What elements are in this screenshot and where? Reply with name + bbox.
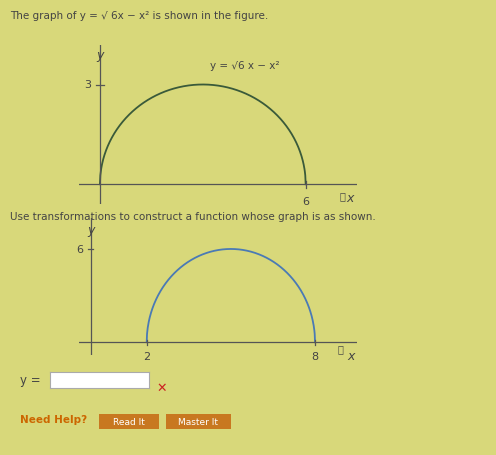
Text: Use transformations to construct a function whose graph is as shown.: Use transformations to construct a funct… — [10, 212, 375, 222]
Text: 2: 2 — [143, 351, 150, 361]
Text: The graph of y = √ 6x − x² is shown in the figure.: The graph of y = √ 6x − x² is shown in t… — [10, 11, 268, 21]
Text: y: y — [87, 223, 94, 236]
Text: y = √6 x − x²: y = √6 x − x² — [210, 61, 279, 71]
Text: ⓘ: ⓘ — [340, 191, 346, 201]
Text: Master It: Master It — [179, 417, 218, 425]
Text: 6: 6 — [302, 197, 309, 207]
Text: x: x — [348, 349, 355, 363]
Text: ✕: ✕ — [156, 381, 167, 394]
Text: Read It: Read It — [113, 417, 145, 425]
Text: 8: 8 — [311, 351, 318, 361]
Text: Need Help?: Need Help? — [20, 414, 87, 424]
Text: y: y — [96, 49, 104, 62]
Text: 3: 3 — [84, 81, 91, 90]
Text: y =: y = — [20, 374, 41, 386]
Text: ⓘ: ⓘ — [337, 343, 343, 353]
Text: x: x — [347, 192, 354, 204]
Text: 6: 6 — [76, 244, 83, 254]
